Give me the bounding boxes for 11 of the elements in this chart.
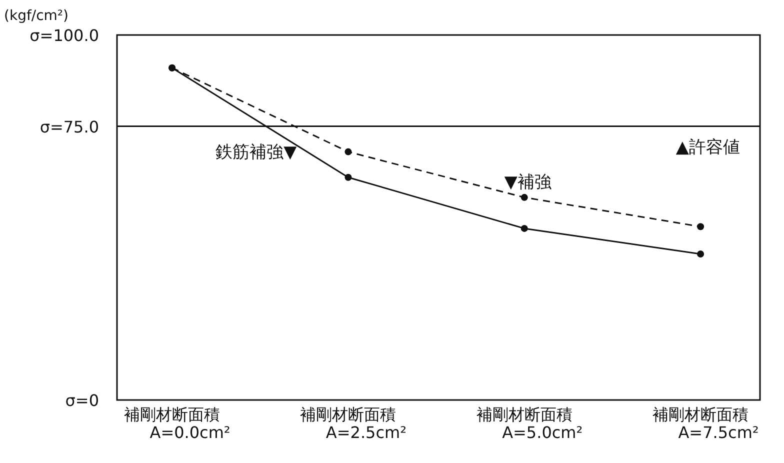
y-tick-label: σ=75.0	[40, 117, 99, 136]
y-axis-title: (kgf/cm²)	[4, 8, 69, 24]
y-tick-label: σ=0	[65, 391, 99, 410]
series-label: 鉄筋補強▼	[216, 142, 298, 162]
x-tick-label: 補剛材断面積 A=2.5cm²	[300, 405, 407, 442]
series-label: ▼補強	[504, 172, 552, 192]
x-tick-label: 補剛材断面積 A=5.0cm²	[476, 405, 583, 442]
x-tick-label: 補剛材断面積 A=7.5cm²	[652, 405, 759, 442]
x-tick-label: 補剛材断面積 A=0.0cm²	[124, 405, 230, 442]
ref-line-label: ▲許容値	[676, 137, 740, 158]
y-tick-label: σ=100.0	[30, 26, 99, 45]
